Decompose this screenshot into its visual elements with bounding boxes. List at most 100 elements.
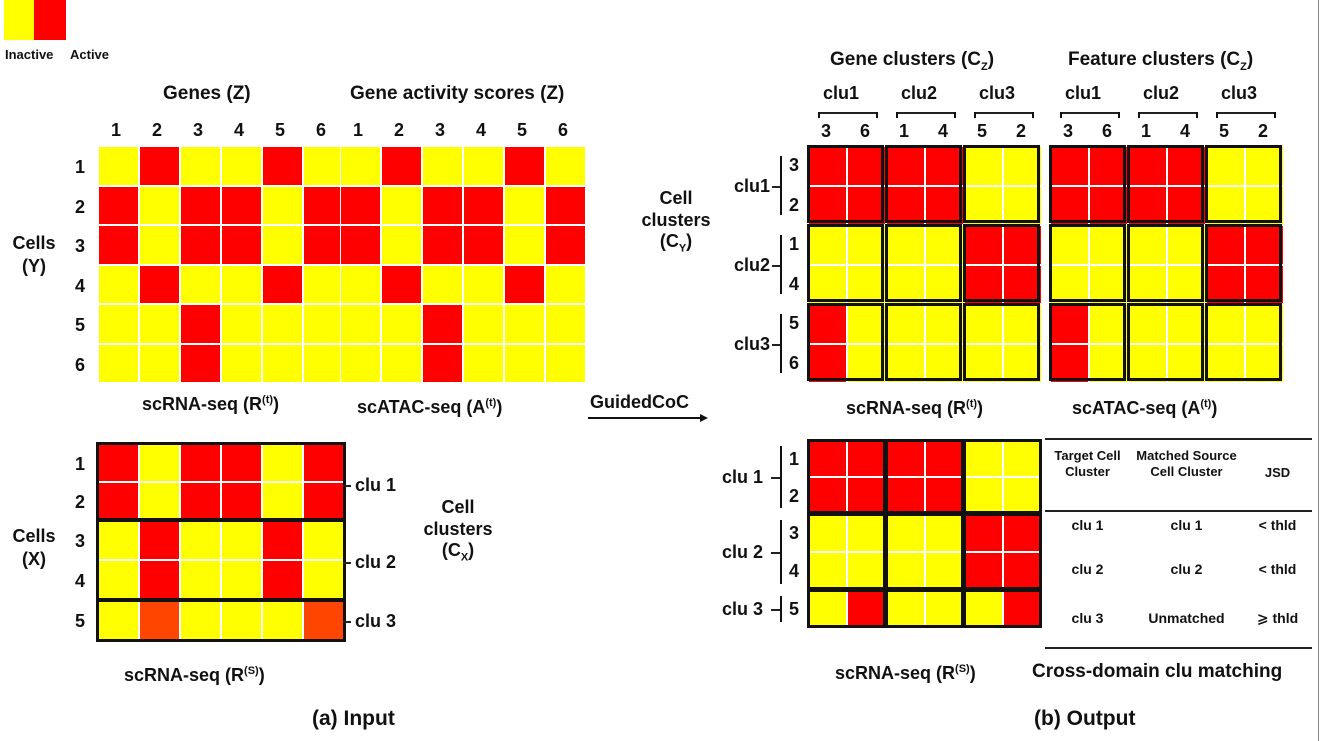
rna-target-row-label: 3 <box>75 236 86 256</box>
atac-target-cell <box>341 147 380 185</box>
rna-source-cell <box>181 483 220 519</box>
atac-target-col-label: 1 <box>353 120 364 140</box>
out-rna-block-border <box>807 303 884 381</box>
out-source-block-border <box>807 513 886 590</box>
out-rna-grid <box>807 145 1042 383</box>
out-rna-block-border <box>963 303 1040 381</box>
atac-target-cell <box>341 344 380 382</box>
rna-target-cell <box>263 147 302 185</box>
out-atac-block-border <box>1205 224 1282 302</box>
out-rna-cell <box>887 226 924 264</box>
out-rna-cell <box>848 305 885 343</box>
out-atac-cell <box>1246 305 1283 343</box>
rna-target-row-label: 2 <box>75 196 86 217</box>
table-cell: Unmatched <box>1148 610 1225 626</box>
feature-clusters-header-sub: Z <box>1240 60 1247 73</box>
cy-line2: clusters <box>641 209 711 230</box>
rna-source-cell <box>263 521 302 559</box>
out-rna-cell <box>848 147 885 185</box>
out-col-cluster-bracket-end <box>876 112 878 118</box>
out-source-cell <box>1004 591 1041 627</box>
out-source-title: scRNA-seq (R(S)) <box>835 663 976 683</box>
out-atac-cell <box>1168 186 1205 224</box>
atac-target-cell <box>382 147 421 185</box>
atac-target-cell <box>546 344 585 382</box>
table-cell: clu 3 <box>1071 610 1104 626</box>
cells-x-label: Cells (X) <box>2 525 66 570</box>
table-bottom-rule <box>1045 647 1312 649</box>
out-atac-cell <box>1207 344 1244 382</box>
out-atac-cell <box>1129 265 1166 303</box>
out-col-cluster-label: clu1 <box>823 83 860 103</box>
out-source-cell <box>809 591 846 627</box>
out-source-row-bracket <box>780 596 782 622</box>
rna-source-cell <box>99 561 138 599</box>
rna-source-cell <box>99 483 138 519</box>
rna-source-cell <box>140 561 179 599</box>
out-col-cluster-bracket-end <box>1196 112 1198 118</box>
out-rna-cell <box>965 226 1002 264</box>
rna-target-cell <box>140 226 179 264</box>
rna-source-cell <box>181 445 220 481</box>
out-atac-cell <box>1129 186 1166 224</box>
figure-right-border <box>1318 0 1319 741</box>
rna-source-cell <box>140 445 179 481</box>
out-atac-cell <box>1246 344 1283 382</box>
rna-target-title: scRNA-seq (R(t)) <box>142 394 280 414</box>
rna-target-cell <box>222 305 261 343</box>
atac-target-cell <box>546 305 585 343</box>
rna-source-cell <box>263 445 302 481</box>
out-rna-cell <box>887 147 924 185</box>
out-col-cluster-label: clu2 <box>901 83 938 103</box>
atac-target-cell <box>382 305 421 343</box>
rna-target-col-label: 1 <box>111 120 122 140</box>
out-rna-cell <box>1004 226 1041 264</box>
out-rna-cell <box>965 147 1002 185</box>
out-col-order-label: 4 <box>1180 121 1191 141</box>
out-atac-cell <box>1246 265 1283 303</box>
atac-target-cell <box>341 305 380 343</box>
rna-target-cell <box>304 265 343 303</box>
out-atac-cell <box>1207 305 1244 343</box>
atac-target-cell <box>382 186 421 224</box>
rna-source-cell <box>263 601 302 639</box>
rna-target-cell <box>263 305 302 343</box>
gene-clusters-header-sub: Z <box>981 60 988 73</box>
out-source-row-tick <box>771 477 780 479</box>
out-rna-cell <box>965 344 1002 382</box>
out-source-title-sup: (S) <box>955 663 970 675</box>
atac-target-cell <box>423 305 462 343</box>
out-source-block-border <box>885 589 964 628</box>
out-col-cluster-label: clu3 <box>1221 83 1258 103</box>
cy-line3: (C <box>659 231 679 252</box>
out-row-order-label: 5 <box>789 313 800 333</box>
out-col-order-label: 2 <box>1016 121 1027 141</box>
rna-source-cluster-border <box>96 442 346 522</box>
out-row-cluster-label: clu3 <box>734 333 771 354</box>
rna-target-cell <box>304 186 343 224</box>
out-col-order-label: 1 <box>1141 121 1152 141</box>
out-col-order-label: 3 <box>821 121 832 141</box>
cx-line2: clusters <box>423 518 493 539</box>
out-rna-cell <box>1004 344 1041 382</box>
atac-target-col-label: 2 <box>394 120 405 140</box>
rna-target-col-label: 2 <box>152 120 163 140</box>
guidedcoc-label: GuidedCoC <box>590 392 689 412</box>
out-atac-block-border <box>1205 303 1282 381</box>
out-rna-cell <box>809 226 846 264</box>
out-source-title-text: scRNA-seq (R <box>835 663 956 683</box>
out-rna-cell <box>926 265 963 303</box>
out-row-cluster-bracket <box>780 235 782 294</box>
out-atac-cell <box>1051 344 1088 382</box>
atac-target-cell <box>423 265 462 303</box>
source-cluster-tick <box>343 485 351 487</box>
out-rna-title-sup: (t) <box>966 398 978 410</box>
atac-target-title: scATAC-seq (A(t)) <box>357 397 503 417</box>
out-col-cluster-bracket <box>974 112 1032 114</box>
rna-target-row-label: 5 <box>75 315 86 335</box>
rna-target-cell <box>263 344 302 382</box>
out-rna-cell <box>887 186 924 224</box>
out-source-cell <box>848 553 885 589</box>
out-source-cell <box>1004 553 1041 589</box>
out-rna-cell <box>809 344 846 382</box>
